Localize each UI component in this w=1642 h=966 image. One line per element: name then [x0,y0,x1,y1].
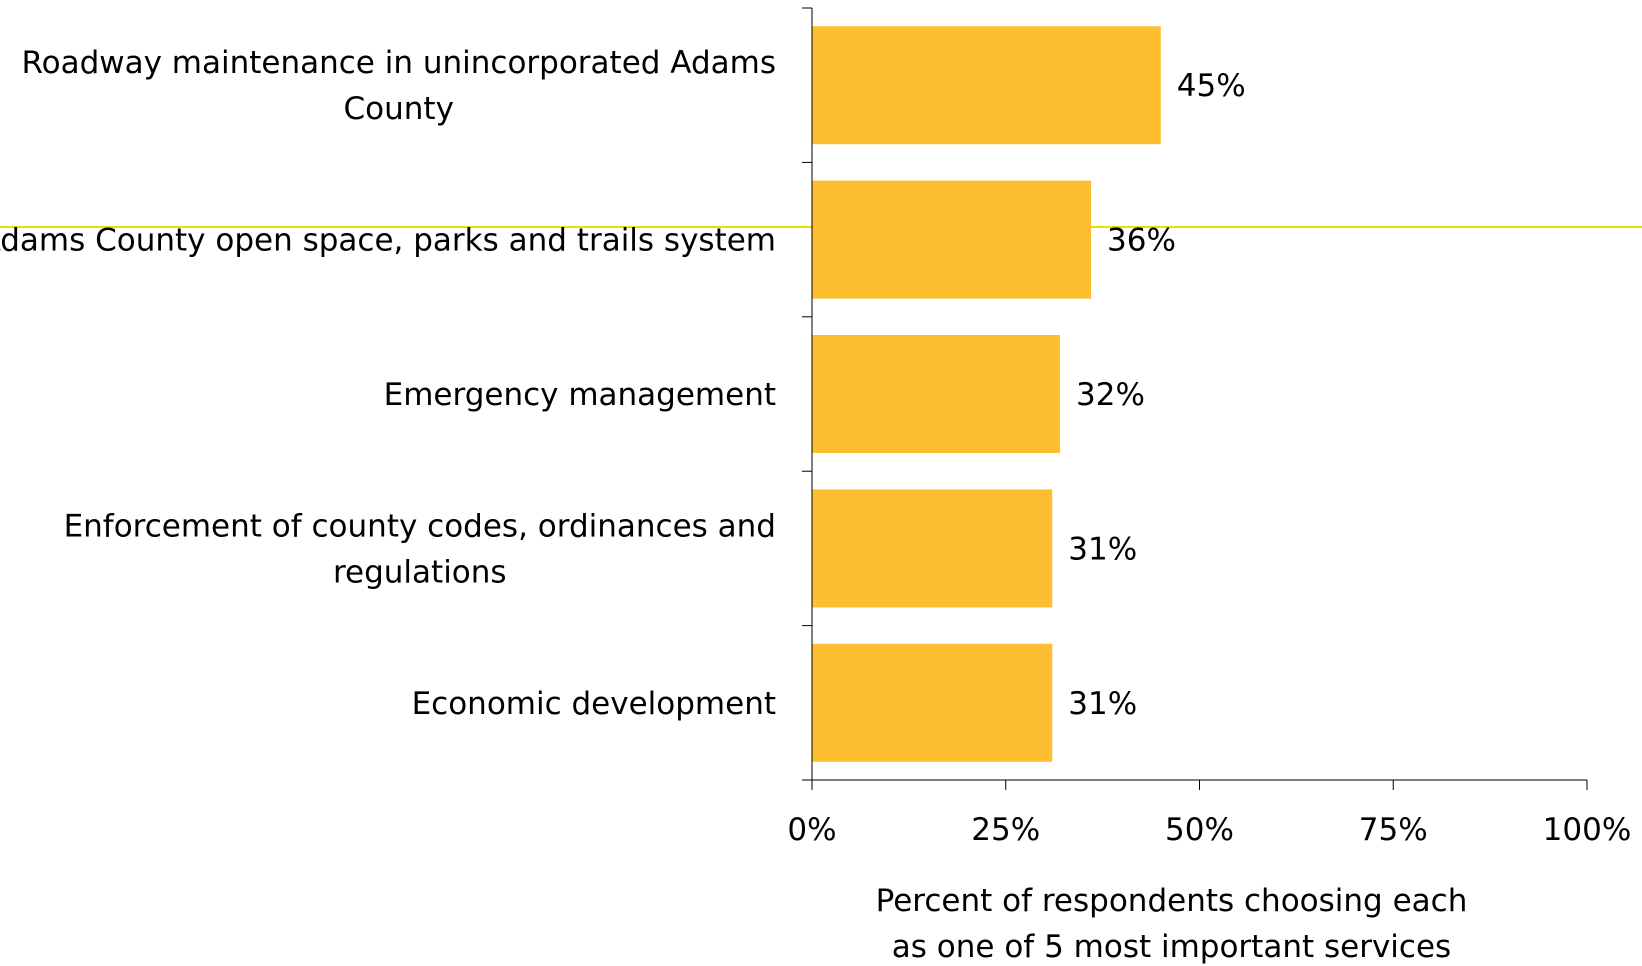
x-tick-label-3: 75% [1359,812,1428,848]
bar-0 [812,26,1161,145]
category-label-0-line-0: Roadway maintenance in unincorporated Ad… [21,45,776,81]
data-label-0: 45% [1177,68,1246,104]
category-label-1: Adams County open space, parks and trail… [0,223,776,259]
x-tick-label-4: 100% [1543,812,1632,848]
category-label-3-line-0: Enforcement of county codes, ordinances … [64,508,776,544]
category-label-0-line-1: County [344,91,454,127]
data-label-1: 36% [1107,223,1176,259]
category-label-4: Economic development [412,686,776,722]
category-label-2: Emergency management [384,377,776,413]
bars-group [812,26,1161,762]
labels-group: 45% Roadway maintenance in unincorporated… [0,45,1631,965]
x-axis-title-line-1: as one of 5 most important services [892,929,1451,965]
x-tick-label-0: 0% [787,812,836,848]
bar-2 [812,335,1060,453]
bar-4 [812,643,1053,762]
x-axis-title-line-0: Percent of respondents choosing each [876,883,1468,919]
bar-3 [812,489,1053,608]
bar-1 [812,180,1091,299]
axes-group [802,7,1588,790]
data-label-2: 32% [1076,377,1145,413]
x-tick-label-1: 25% [971,812,1040,848]
x-tick-label-2: 50% [1165,812,1234,848]
data-label-4: 31% [1068,686,1137,722]
category-label-3-line-1: regulations [333,554,507,590]
data-label-3: 31% [1068,531,1137,567]
